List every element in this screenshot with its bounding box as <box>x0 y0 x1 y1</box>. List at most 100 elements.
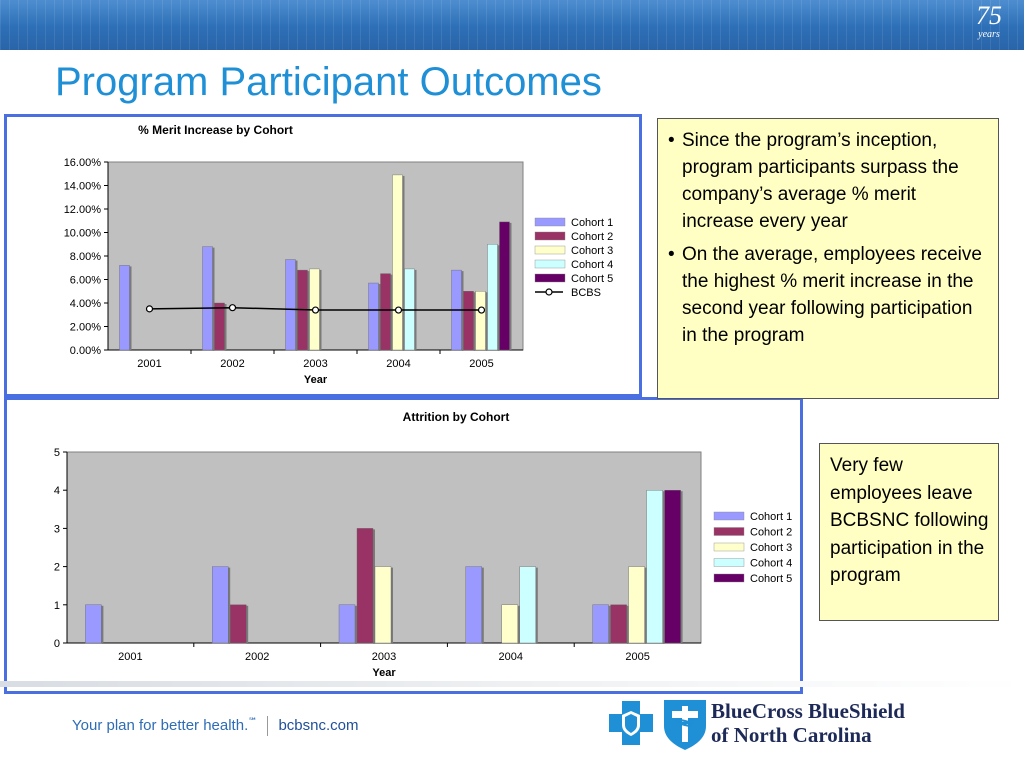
y-tick-label: 10.00% <box>64 228 102 240</box>
bar <box>374 566 392 644</box>
bar <box>85 604 102 644</box>
x-tick-label: 2002 <box>245 651 269 663</box>
bar <box>646 489 663 644</box>
bullet-marker: • <box>668 130 675 151</box>
bar <box>202 246 213 351</box>
y-tick-label: 16.00% <box>64 157 102 169</box>
bar <box>465 566 482 644</box>
brand-line-1: BlueCross BlueShield <box>711 699 905 723</box>
bar <box>475 291 486 351</box>
legend-label: Cohort 2 <box>571 231 613 243</box>
y-tick-label: 5 <box>54 447 60 459</box>
x-tick-label: 2003 <box>372 651 396 663</box>
legend-swatch <box>713 527 745 536</box>
bar <box>499 221 510 351</box>
y-tick-label: 4.00% <box>70 298 101 310</box>
slide-title: Program Participant Outcomes <box>55 60 602 104</box>
legend-swatch <box>713 558 745 567</box>
attrition-chart-frame: Attrition by Cohort 0 1 2 3 4 5 2001 2002 2003 200… <box>4 397 803 694</box>
y-tick-label: 1 <box>54 600 60 612</box>
merit-bullet-list: • Since the program’s inception, program … <box>664 127 990 349</box>
bar <box>285 259 296 351</box>
legend-swatch <box>713 542 745 552</box>
chart-title: Attrition by Cohort <box>403 410 510 424</box>
y-tick-label: 3 <box>54 523 60 535</box>
bullet-marker: • <box>668 244 675 265</box>
bcbs-point <box>311 306 320 314</box>
bar <box>664 489 681 644</box>
legend-swatch-point <box>545 288 553 296</box>
blue-shield-icon <box>664 700 706 750</box>
bar <box>229 604 247 644</box>
header-band-texture <box>0 0 1024 50</box>
y-tick-label: 0 <box>54 638 60 650</box>
bar <box>487 244 498 351</box>
footer-url[interactable]: bcbsnc.com <box>278 717 359 734</box>
bar <box>119 265 130 351</box>
brand-line-2: of North Carolina <box>711 723 872 747</box>
y-tick-label: 12.00% <box>64 204 102 216</box>
legend-swatch <box>713 511 745 521</box>
y-tick-label: 0.00% <box>70 345 101 357</box>
legend-label: Cohort 3 <box>750 542 792 554</box>
blue-cross-icon <box>609 701 653 745</box>
footer-divider <box>0 681 1024 687</box>
merit-bullet-1-text: Since the program’s inception, program p… <box>682 130 959 232</box>
merit-callout: • Since the program’s inception, program … <box>657 118 999 399</box>
legend-label: Cohort 1 <box>571 217 613 229</box>
bar <box>211 566 229 644</box>
legend-label: Cohort 5 <box>571 273 613 285</box>
legend-label: Cohort 5 <box>750 573 792 585</box>
legend-label: Cohort 1 <box>750 511 792 523</box>
merit-bullet-2: • On the average, employees receive the h… <box>664 241 990 349</box>
bar <box>501 604 518 644</box>
chart-title: % Merit Increase by Cohort <box>138 123 293 137</box>
bcbs-point <box>145 305 154 313</box>
bar <box>392 174 403 351</box>
legend-label: Cohort 4 <box>750 558 792 570</box>
attrition-chart: Attrition by Cohort 0 1 2 3 4 5 2001 2002 2003 200… <box>54 410 792 679</box>
merit-bullet-1: • Since the program’s inception, program … <box>664 127 990 235</box>
legend-swatch <box>534 259 566 269</box>
merit-chart-frame: % Merit Increase by Cohort 0.00% 2.00% 4.00… <box>4 114 642 397</box>
header-band <box>0 0 1024 50</box>
bar <box>610 604 627 644</box>
merit-increase-chart: % Merit Increase by Cohort 0.00% 2.00% 4.00… <box>64 123 614 386</box>
merit-bullet-2-text: On the average, employees receive the hi… <box>682 244 982 346</box>
bcbs-point <box>394 306 403 314</box>
brand-name: BlueCross BlueShield of North Carolina <box>711 699 905 747</box>
x-axis-label: Year <box>372 667 396 679</box>
y-tick-label: 4 <box>54 485 60 497</box>
legend-label: Cohort 4 <box>571 259 613 271</box>
x-tick-label: 2001 <box>137 358 161 370</box>
bcbs-point <box>477 306 486 314</box>
legend-label: Cohort 3 <box>571 245 613 257</box>
legend-swatch <box>713 573 745 583</box>
bar <box>368 282 379 351</box>
bar <box>380 273 391 351</box>
legend-swatch <box>534 245 566 255</box>
x-tick-label: 2003 <box>303 358 327 370</box>
y-tick-label: 6.00% <box>70 275 101 287</box>
y-tick-label: 2 <box>54 562 60 574</box>
legend-label: Cohort 2 <box>750 527 792 539</box>
bar <box>463 291 474 351</box>
badge-text: years <box>978 29 1000 40</box>
tagline-text: Your plan for better health. <box>72 717 249 734</box>
x-tick-label: 2002 <box>220 358 244 370</box>
legend-label: BCBS <box>571 287 601 299</box>
tagline-separator <box>267 716 269 737</box>
attrition-callout: Very few employees leave BCBSNC followin… <box>819 443 999 621</box>
bar <box>628 566 645 644</box>
tagline-tm: ℠ <box>248 716 258 726</box>
bar <box>519 566 536 644</box>
bar <box>214 302 225 351</box>
x-tick-label: 2005 <box>469 358 493 370</box>
x-tick-label: 2001 <box>118 651 142 663</box>
footer-tagline: Your plan for better health.℠ bcbsnc.com <box>72 716 359 737</box>
x-axis-label: Year <box>304 374 328 386</box>
y-tick-label: 8.00% <box>70 251 101 263</box>
x-tick-label: 2005 <box>625 651 649 663</box>
bcbs-point <box>228 304 237 312</box>
bar <box>338 604 356 644</box>
